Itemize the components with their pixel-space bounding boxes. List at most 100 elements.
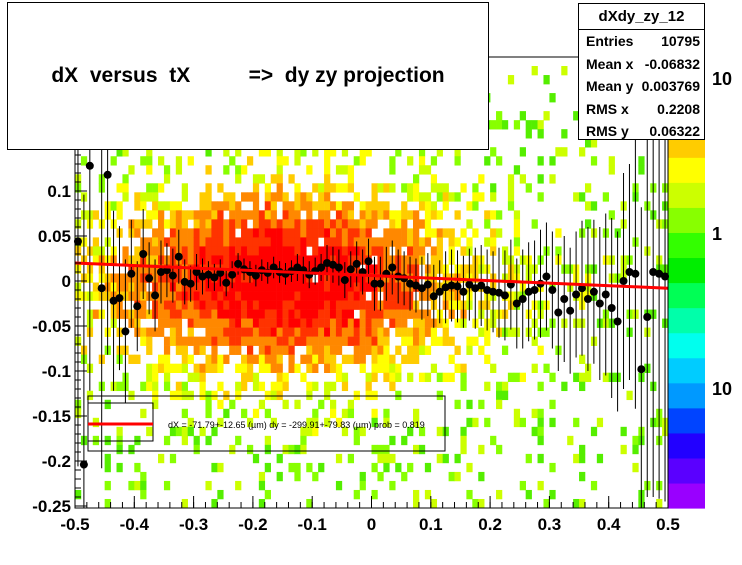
heatmap-cell [383, 363, 390, 373]
heatmap-cell [335, 372, 343, 383]
profile-point [234, 259, 243, 268]
heatmap-cell [329, 381, 337, 392]
heatmap-cell [264, 291, 271, 301]
heatmap-cell [418, 165, 426, 175]
plot-title: dX versus tX => dy zy projection [51, 64, 445, 87]
heatmap-cell [407, 228, 414, 238]
heatmap-cell [246, 282, 254, 292]
heatmap-cell [217, 183, 224, 193]
heatmap-cell [241, 219, 248, 229]
heatmap-cell [187, 327, 194, 337]
heatmap-cell [590, 138, 598, 148]
heatmap-cell [359, 237, 366, 247]
heatmap-cell [312, 408, 319, 419]
heatmap-cell [193, 372, 200, 383]
heatmap-cell [353, 345, 360, 355]
heatmap-cell [507, 327, 515, 337]
heatmap-cell [353, 219, 360, 229]
heatmap-cell [252, 318, 260, 328]
profile-point [186, 279, 195, 288]
heatmap-cell [383, 300, 390, 310]
heatmap-cell [371, 327, 378, 337]
stats-row: RMS y 0.06322 [579, 120, 704, 143]
heatmap-cell [264, 327, 271, 337]
profile-point [79, 460, 88, 469]
heatmap-cell [217, 282, 224, 292]
heatmap-cell [347, 453, 355, 464]
heatmap-cell [282, 291, 289, 301]
heatmap-cell [413, 237, 420, 247]
heatmap-cell [513, 210, 521, 220]
heatmap-cell [490, 210, 497, 220]
heatmap-cell [329, 183, 337, 193]
heatmap-cell [590, 156, 598, 166]
heatmap-cell [152, 372, 159, 383]
heatmap-cell [365, 390, 372, 401]
heatmap-cell [211, 363, 218, 373]
heatmap-cell [436, 453, 443, 464]
heatmap-cell [300, 237, 307, 247]
heatmap-cell [430, 210, 438, 220]
heatmap-cell [579, 354, 586, 364]
heatmap-cell [418, 318, 426, 328]
heatmap-cell [146, 426, 153, 437]
heatmap-cell [163, 354, 171, 364]
heatmap-cell [264, 489, 271, 500]
heatmap-cell [359, 219, 366, 229]
heatmap-cell [395, 363, 402, 373]
heatmap-cell [163, 318, 171, 328]
heatmap-cell [335, 480, 343, 491]
heatmap-cell [656, 498, 663, 509]
heatmap-cell [181, 192, 188, 202]
heatmap-cell [496, 111, 503, 121]
heatmap-cell [365, 345, 372, 355]
heatmap-cell [246, 372, 254, 383]
heatmap-cell [365, 327, 372, 337]
heatmap-cell [324, 291, 331, 301]
heatmap-cell [383, 183, 390, 193]
heatmap-cell [353, 435, 360, 446]
heatmap-cell [484, 336, 491, 346]
heatmap-cell [371, 192, 378, 202]
heatmap-cell [235, 219, 242, 229]
heatmap-cell [424, 489, 432, 500]
heatmap-cell [181, 435, 188, 446]
profile-point [465, 280, 474, 289]
heatmap-cell [501, 381, 509, 392]
heatmap-cell [252, 372, 260, 383]
heatmap-cell [211, 210, 218, 220]
heatmap-cell [306, 219, 313, 229]
profile-point [512, 299, 521, 308]
heatmap-cell [341, 165, 349, 175]
heatmap-cell [324, 228, 331, 238]
heatmap-cell [531, 219, 538, 229]
heatmap-cell [324, 192, 331, 202]
heatmap-cell [246, 363, 254, 373]
heatmap-cell [371, 354, 378, 364]
heatmap-cell [152, 246, 159, 256]
heatmap-cell [152, 363, 159, 373]
heatmap-cell [353, 228, 360, 238]
heatmap-cell [169, 363, 177, 373]
heatmap-cell [359, 210, 366, 220]
heatmap-cell [312, 417, 319, 428]
y-tick-label: 0.1 [47, 182, 71, 201]
heatmap-cell [300, 219, 307, 229]
heatmap-cell [407, 192, 414, 202]
heatmap-cell [229, 219, 236, 229]
heatmap-cell [365, 381, 372, 392]
heatmap-cell [472, 183, 479, 193]
heatmap-cell [205, 192, 212, 202]
heatmap-cell [507, 192, 515, 202]
color-scale-label: 10 [712, 69, 732, 89]
heatmap-cell [484, 354, 491, 364]
heatmap-cell [276, 147, 283, 157]
heatmap-cell [501, 120, 509, 130]
heatmap-cell [359, 156, 366, 166]
heatmap-cell [442, 453, 449, 464]
heatmap-cell [359, 345, 366, 355]
heatmap-cell [424, 219, 432, 229]
heatmap-cell [205, 255, 212, 265]
profile-point [317, 263, 326, 272]
heatmap-cell [211, 300, 218, 310]
